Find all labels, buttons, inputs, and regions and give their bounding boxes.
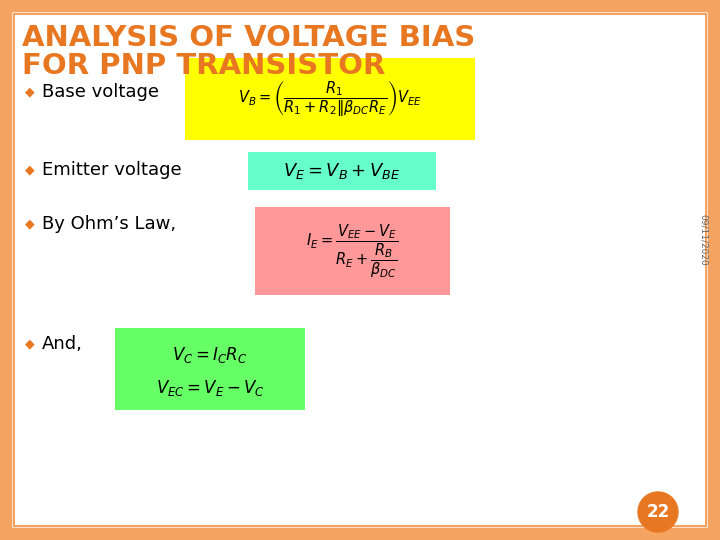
Bar (708, 0, 720, 540)
Text: Base voltage: Base voltage (42, 83, 159, 101)
Text: ◆: ◆ (25, 85, 35, 98)
Text: 09/11/2020: 09/11/2020 (698, 214, 708, 266)
Bar (0, 528, 720, 540)
Bar (255, 207, 450, 295)
Text: ◆: ◆ (25, 164, 35, 177)
Text: 22: 22 (647, 503, 670, 521)
Text: And,: And, (42, 335, 83, 353)
Text: Emitter voltage: Emitter voltage (42, 161, 181, 179)
Text: ◆: ◆ (25, 218, 35, 231)
Text: $V_B = \left(\dfrac{R_1}{R_1 + R_2\|\beta_{DC} R_E}\right)V_{EE}$: $V_B = \left(\dfrac{R_1}{R_1 + R_2\|\bet… (238, 79, 422, 119)
Text: By Ohm’s Law,: By Ohm’s Law, (42, 215, 176, 233)
Text: $V_E = V_B + V_{BE}$: $V_E = V_B + V_{BE}$ (284, 161, 400, 181)
Bar (115, 328, 305, 410)
Bar (0, 0, 12, 540)
Bar (0, 0, 720, 12)
Text: ANALYSIS OF VOLTAGE BIAS: ANALYSIS OF VOLTAGE BIAS (22, 24, 475, 52)
Bar (248, 152, 436, 190)
Bar (185, 58, 475, 140)
Text: ◆: ◆ (25, 338, 35, 350)
Text: $V_C = I_C R_C$: $V_C = I_C R_C$ (172, 345, 248, 365)
Text: $I_E = \dfrac{V_{EE} - V_E}{R_E + \dfrac{R_B}{\beta_{DC}}}$: $I_E = \dfrac{V_{EE} - V_E}{R_E + \dfrac… (305, 222, 398, 280)
Text: FOR PNP TRANSISTOR: FOR PNP TRANSISTOR (22, 52, 385, 80)
Circle shape (638, 492, 678, 532)
Text: $V_{EC} = V_E - V_C$: $V_{EC} = V_E - V_C$ (156, 378, 264, 398)
